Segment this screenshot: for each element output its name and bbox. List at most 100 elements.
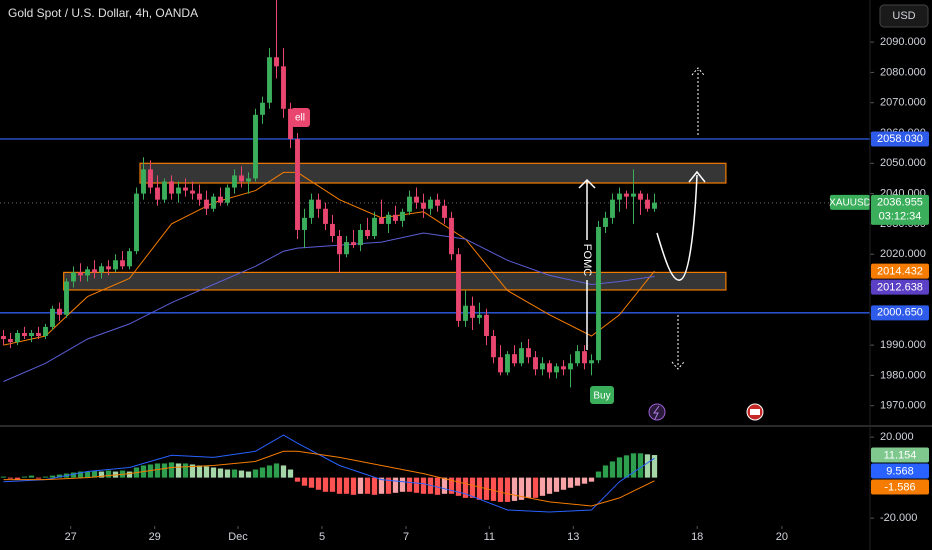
candle-body <box>78 272 83 276</box>
macd-histogram-bar <box>7 477 14 479</box>
candle-body <box>169 181 174 194</box>
candle-body <box>148 169 153 188</box>
currency-button[interactable] <box>879 4 929 28</box>
price-badge <box>871 463 929 479</box>
price-badge-label: 9.568 <box>886 465 914 477</box>
macd-histogram-bar <box>252 469 259 478</box>
candle-body <box>568 363 573 370</box>
candle-body <box>155 187 160 200</box>
buy-badge <box>590 386 614 404</box>
candle-body <box>92 269 97 273</box>
candle-body <box>344 242 349 255</box>
moving-average <box>3 232 655 382</box>
macd-histogram-bar <box>476 477 483 500</box>
macd-histogram-bar <box>602 465 609 478</box>
candle-body <box>400 211 405 221</box>
candle-body <box>22 332 27 337</box>
candle-body <box>218 196 223 203</box>
candle-body <box>295 139 300 230</box>
macd-histogram-bar <box>413 477 420 493</box>
macd-histogram-bar <box>231 469 238 478</box>
candle-body <box>547 363 552 373</box>
candle-body <box>442 205 447 218</box>
candle-body <box>519 348 524 364</box>
price-badge <box>871 479 929 495</box>
candle-body <box>624 193 629 197</box>
macd-y-tick-label: 20.000 <box>880 431 914 443</box>
macd-histogram-bar <box>287 469 294 478</box>
candle-body <box>498 357 503 373</box>
macd-histogram-bar <box>91 470 98 478</box>
x-tick-label: 5 <box>319 531 325 543</box>
candle-body <box>540 363 545 370</box>
moving-average <box>3 171 655 346</box>
candle-body <box>582 351 587 364</box>
candle-body <box>512 354 517 364</box>
x-tick-label: 18 <box>691 531 703 543</box>
macd-histogram-bar <box>84 471 91 478</box>
candle-body <box>631 193 636 197</box>
macd-histogram-bar <box>637 453 644 478</box>
macd-histogram-bar <box>259 467 266 478</box>
candle-body <box>36 332 41 337</box>
candle-body <box>435 199 440 206</box>
candle-body <box>141 169 146 194</box>
macd-histogram-bar <box>343 477 350 494</box>
macd-histogram-bar <box>182 463 189 478</box>
macd-histogram-bar <box>441 477 448 494</box>
candle-body <box>477 314 482 318</box>
macd-histogram-bar <box>154 463 161 478</box>
fomc-arrowhead <box>578 178 596 189</box>
price-badge <box>871 447 929 463</box>
candle-body <box>190 190 195 194</box>
currency-label[interactable]: USD <box>892 10 915 22</box>
candle-body <box>43 326 48 337</box>
y-tick-label: 1990.000 <box>880 339 926 351</box>
y-tick-label: 2080.000 <box>880 66 926 78</box>
macd-histogram-bar <box>266 465 273 478</box>
zone <box>139 162 727 184</box>
candle-body <box>50 308 55 327</box>
macd-histogram-bar <box>560 477 567 490</box>
price-badge-label: 2014.432 <box>877 265 923 277</box>
target-down-head <box>671 361 685 370</box>
candle-body <box>428 199 433 209</box>
macd-histogram-bar <box>462 477 469 498</box>
candle-body <box>113 260 118 270</box>
drawings <box>578 67 706 370</box>
candle-body <box>561 366 566 370</box>
candle-body <box>29 332 34 337</box>
event-icon[interactable] <box>648 403 666 421</box>
candle-body <box>162 181 167 200</box>
candle-body <box>554 366 559 373</box>
macd-histogram-bar <box>168 462 175 478</box>
macd-histogram-bar <box>644 454 651 478</box>
macd-histogram-bar <box>42 476 49 478</box>
x-tick-label: 7 <box>403 531 409 543</box>
macd-histogram-bar <box>539 477 546 496</box>
macd-histogram-bar <box>280 465 287 478</box>
macd-histogram-bar <box>245 471 252 478</box>
sell-label: ell <box>295 113 305 124</box>
target-up-head <box>691 67 705 76</box>
candle-body <box>106 266 111 270</box>
candle-body <box>330 223 335 237</box>
candle-body <box>232 175 237 188</box>
macd-histogram-bar <box>161 463 168 478</box>
candle-body <box>225 187 230 203</box>
macd-histogram-bar <box>420 477 427 494</box>
candle-body <box>316 199 321 209</box>
last-price-badge <box>871 194 929 225</box>
candle-body <box>288 108 293 140</box>
candle-body <box>491 336 496 358</box>
symbol-badge <box>830 194 870 210</box>
price-badge <box>871 279 929 295</box>
x-tick-label: 27 <box>65 531 77 543</box>
candle-body <box>211 196 216 209</box>
candle-body <box>239 175 244 182</box>
macd-histogram-bar <box>56 474 63 478</box>
macd-histogram-bar <box>546 477 553 494</box>
